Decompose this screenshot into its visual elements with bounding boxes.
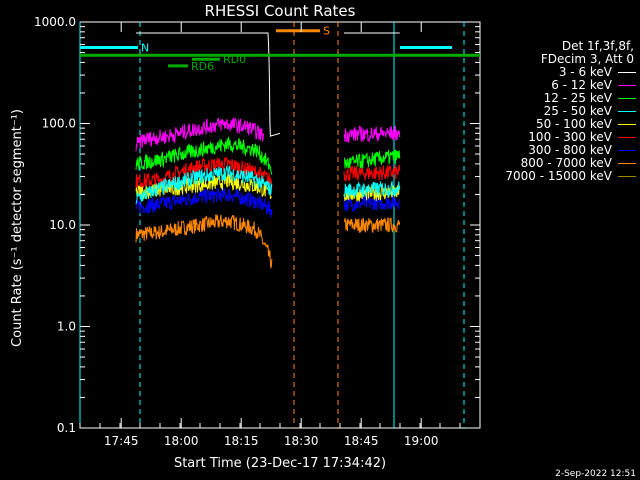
x-tick-label: 17:45 (104, 434, 139, 448)
legend-swatch (618, 176, 636, 177)
legend-entry: 50 - 100 keV (466, 118, 636, 131)
legend-header-line-2: FDecim 3, Att 0 (540, 52, 634, 66)
legend-label: 25 - 50 keV (543, 104, 612, 118)
series-line (136, 32, 281, 137)
legend-swatch (618, 98, 636, 99)
y-tick-label: 1000.0 (34, 15, 76, 29)
series-line (343, 124, 401, 144)
legend-header-line-1: Det 1f,3f,8f, (561, 39, 634, 53)
flag-label: RD6 (191, 60, 214, 73)
legend-entry: 800 - 7000 keV (466, 157, 636, 170)
legend-entry: 300 - 800 keV (466, 144, 636, 157)
series-line (135, 156, 273, 189)
legend-entry: 3 - 6 keV (466, 66, 636, 79)
y-tick-label: 100.0 (42, 117, 76, 131)
x-tick-label: 18:30 (284, 434, 319, 448)
legend-label: 800 - 7000 keV (520, 156, 612, 170)
y-axis-label: Count Rate (s⁻¹ detector segment⁻¹) (10, 109, 25, 347)
legend-swatch (618, 72, 636, 73)
y-tick-label: 0.1 (57, 421, 76, 435)
legend-swatch (618, 85, 636, 86)
x-axis-label: Start Time (23-Dec-17 17:34:42) (174, 456, 386, 471)
legend-swatch (618, 150, 636, 151)
series-line (135, 214, 273, 269)
axis-ticks: 1000.0 100.0 10.0 1.0 0.1 17:45 18:00 18:15 18:3… (34, 15, 481, 448)
y-tick-label: 1.0 (57, 320, 76, 334)
legend-entry: 25 - 50 keV (466, 105, 636, 118)
legend-label: 6 - 12 keV (551, 78, 612, 92)
timestamp: 2-Sep-2022 12:51 (555, 469, 636, 479)
legend-swatch (618, 163, 636, 164)
series-line (135, 173, 273, 200)
legend-label: 7000 - 15000 keV (505, 169, 612, 183)
series-line (135, 136, 273, 175)
y-tick-label: 10.0 (49, 218, 76, 232)
legend-label: 50 - 100 keV (535, 117, 612, 131)
series-line (135, 116, 265, 152)
x-tick-label: 18:15 (224, 434, 259, 448)
series-line (343, 149, 401, 169)
legend-label: 300 - 800 keV (528, 143, 612, 157)
legend-swatch (618, 137, 636, 138)
series-group (135, 32, 401, 269)
series-line (343, 164, 401, 182)
legend-entry: 6 - 12 keV (466, 79, 636, 92)
flag-label: N (141, 42, 149, 55)
legend-entry: 12 - 25 keV (466, 92, 636, 105)
legend-label: 3 - 6 keV (558, 65, 612, 79)
x-tick-label: 18:45 (344, 434, 379, 448)
series-line (343, 194, 401, 212)
chart-title: RHESSI Count Rates (205, 2, 356, 20)
flag-label: S (323, 25, 330, 38)
legend-swatch (618, 111, 636, 112)
legend-swatch (618, 124, 636, 125)
series-line (343, 217, 401, 234)
legend-entry: 7000 - 15000 keV (466, 170, 636, 183)
legend-label: 12 - 25 keV (543, 91, 612, 105)
series-line (135, 165, 273, 205)
x-tick-label: 19:00 (404, 434, 439, 448)
series-line (135, 187, 273, 218)
series-line (343, 181, 401, 198)
legend: Det 1f,3f,8f, FDecim 3, Att 0 3 - 6 keV 6… (466, 40, 636, 183)
x-tick-label: 18:00 (164, 434, 199, 448)
legend-entries: 3 - 6 keV 6 - 12 keV 12 - 25 keV 25 - 50 ke… (466, 66, 636, 183)
reference-lines (79, 22, 465, 428)
legend-label: 100 - 300 keV (528, 130, 612, 144)
legend-entry: 100 - 300 keV (466, 131, 636, 144)
